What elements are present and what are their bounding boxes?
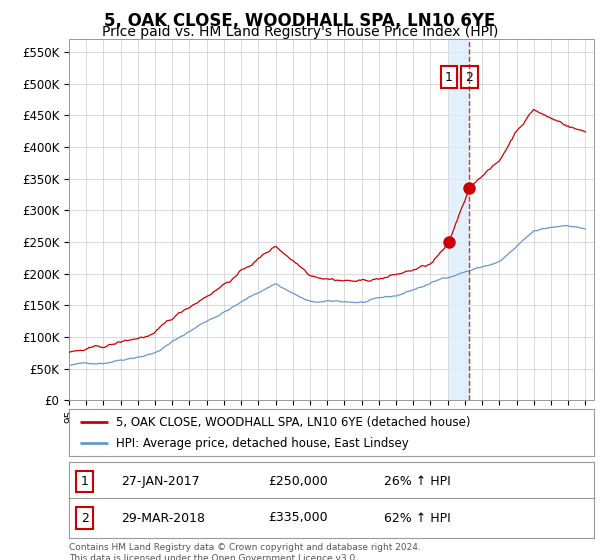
Text: 62% ↑ HPI: 62% ↑ HPI [384,511,451,525]
Text: 5, OAK CLOSE, WOODHALL SPA, LN10 6YE (detached house): 5, OAK CLOSE, WOODHALL SPA, LN10 6YE (de… [116,416,471,428]
Text: HPI: Average price, detached house, East Lindsey: HPI: Average price, detached house, East… [116,437,409,450]
Text: 1: 1 [81,475,89,488]
Bar [449,39,469,400]
Text: £250,000: £250,000 [269,475,328,488]
Text: 27-JAN-2017: 27-JAN-2017 [121,475,200,488]
Text: 1: 1 [445,71,453,84]
Text: 29-MAR-2018: 29-MAR-2018 [121,511,205,525]
Text: £335,000: £335,000 [269,511,328,525]
Text: Contains HM Land Registry data © Crown copyright and database right 2024.
This d: Contains HM Land Registry data © Crown c… [69,543,421,560]
Text: 2: 2 [465,71,473,84]
Text: 2: 2 [81,511,89,525]
Text: 5, OAK CLOSE, WOODHALL SPA, LN10 6YE: 5, OAK CLOSE, WOODHALL SPA, LN10 6YE [104,12,496,30]
Text: 26% ↑ HPI: 26% ↑ HPI [384,475,451,488]
Text: Price paid vs. HM Land Registry's House Price Index (HPI): Price paid vs. HM Land Registry's House … [102,25,498,39]
